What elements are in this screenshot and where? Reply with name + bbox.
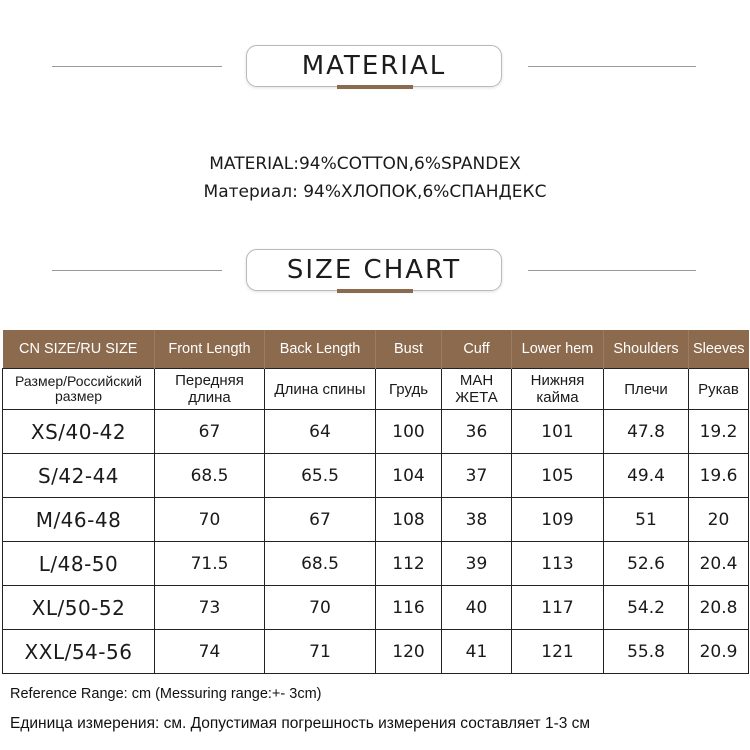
table-row: M/46-48 70 67 108 38 109 51 20 bbox=[2, 497, 749, 542]
column-header: Back Length bbox=[264, 330, 376, 369]
table-cell: 51 bbox=[603, 497, 689, 542]
column-header: Front Length bbox=[154, 330, 265, 369]
table-row: S/42-44 68.5 65.5 104 37 105 49.4 19.6 bbox=[2, 453, 749, 498]
table-cell: 65.5 bbox=[264, 453, 376, 498]
table-cell: 20.9 bbox=[688, 629, 749, 674]
table-cell: 71 bbox=[264, 629, 376, 674]
material-composition: MATERIAL:94%COTTON,6%SPANDEX Материал: 9… bbox=[0, 150, 750, 206]
table-cell: 19.6 bbox=[688, 453, 749, 498]
divider-line bbox=[528, 270, 696, 271]
table-cell: 19.2 bbox=[688, 409, 749, 454]
table-row: XL/50-52 73 70 116 40 117 54.2 20.8 bbox=[2, 585, 749, 630]
table-cell: 20 bbox=[688, 497, 749, 542]
table-cell: 74 bbox=[154, 629, 265, 674]
divider-line bbox=[528, 66, 696, 67]
table-cell: 55.8 bbox=[603, 629, 689, 674]
table-cell: 120 bbox=[375, 629, 442, 674]
section-title-pill: MATERIAL bbox=[246, 45, 502, 87]
table-cell: 39 bbox=[441, 541, 512, 586]
table-cell: 47.8 bbox=[603, 409, 689, 454]
size-chart-section-header: SIZE CHART bbox=[0, 249, 750, 293]
size-cell: S/42-44 bbox=[2, 453, 155, 498]
table-cell: 70 bbox=[264, 585, 376, 630]
section-title: SIZE CHART bbox=[286, 255, 462, 285]
column-header: Cuff bbox=[441, 330, 512, 369]
table-cell: 104 bbox=[375, 453, 442, 498]
table-row: XS/40-42 67 64 100 36 101 47.8 19.2 bbox=[2, 409, 749, 454]
table-cell: 108 bbox=[375, 497, 442, 542]
table-cell: 109 bbox=[511, 497, 604, 542]
reference-range-note: Reference Range: cm (Messuring range:+- … bbox=[10, 686, 322, 702]
table-cell: 20.4 bbox=[688, 541, 749, 586]
ru-column-header: Рукав bbox=[688, 368, 749, 410]
table-header-row: CN SIZE/RU SIZE Front Length Back Length… bbox=[2, 330, 749, 369]
table-cell: 38 bbox=[441, 497, 512, 542]
table-cell: 113 bbox=[511, 541, 604, 586]
size-cell: M/46-48 bbox=[2, 497, 155, 542]
table-cell: 100 bbox=[375, 409, 442, 454]
table-cell: 71.5 bbox=[154, 541, 265, 586]
table-cell: 64 bbox=[264, 409, 376, 454]
table-cell: 20.8 bbox=[688, 585, 749, 630]
table-cell: 112 bbox=[375, 541, 442, 586]
material-line-ru: Материал: 94%ХЛОПОК,6%СПАНДЕКС bbox=[203, 182, 547, 202]
table-cell: 70 bbox=[154, 497, 265, 542]
table-cell: 116 bbox=[375, 585, 442, 630]
ru-column-header: Размер/Российский размер bbox=[2, 368, 155, 410]
russian-header-row: Размер/Российский размер Передняя длина … bbox=[2, 368, 749, 410]
table-cell: 67 bbox=[154, 409, 265, 454]
table-cell: 49.4 bbox=[603, 453, 689, 498]
ru-column-header: МАН ЖЕТА bbox=[441, 368, 512, 410]
ru-column-header: Грудь bbox=[375, 368, 442, 410]
ru-column-header: Плечи bbox=[603, 368, 689, 410]
column-header: CN SIZE/RU SIZE bbox=[2, 330, 155, 369]
table-cell: 105 bbox=[511, 453, 604, 498]
table-cell: 54.2 bbox=[603, 585, 689, 630]
column-header: Shoulders bbox=[603, 330, 689, 369]
material-section-header: MATERIAL bbox=[0, 45, 750, 89]
table-cell: 41 bbox=[441, 629, 512, 674]
table-cell: 52.6 bbox=[603, 541, 689, 586]
size-cell: XXL/54-56 bbox=[2, 629, 155, 674]
table-cell: 40 bbox=[441, 585, 512, 630]
table-row: L/48-50 71.5 68.5 112 39 113 52.6 20.4 bbox=[2, 541, 749, 586]
divider-line bbox=[52, 270, 222, 271]
size-cell: XL/50-52 bbox=[2, 585, 155, 630]
ru-column-header: Нижняя кайма bbox=[511, 368, 604, 410]
ru-column-header: Длина спины bbox=[264, 368, 376, 410]
table-cell: 68.5 bbox=[264, 541, 376, 586]
size-cell: L/48-50 bbox=[2, 541, 155, 586]
material-line-en: MATERIAL:94%COTTON,6%SPANDEX bbox=[209, 154, 521, 174]
size-chart-table: CN SIZE/RU SIZE Front Length Back Length… bbox=[2, 330, 749, 674]
size-cell: XS/40-42 bbox=[2, 409, 155, 454]
table-cell: 68.5 bbox=[154, 453, 265, 498]
ru-column-header: Передняя длина bbox=[154, 368, 265, 410]
table-row: XXL/54-56 74 71 120 41 121 55.8 20.9 bbox=[2, 629, 749, 674]
title-accent-bar bbox=[337, 85, 413, 89]
divider-line bbox=[52, 66, 222, 67]
section-title: MATERIAL bbox=[301, 51, 447, 81]
reference-range-note-ru: Единица измерения: см. Допустимая погреш… bbox=[10, 715, 591, 732]
column-header: Lower hem bbox=[511, 330, 604, 369]
table-cell: 117 bbox=[511, 585, 604, 630]
column-header: Sleeves bbox=[688, 330, 749, 369]
table-cell: 101 bbox=[511, 409, 604, 454]
table-cell: 73 bbox=[154, 585, 265, 630]
title-accent-bar bbox=[337, 289, 413, 293]
table-cell: 37 bbox=[441, 453, 512, 498]
table-cell: 67 bbox=[264, 497, 376, 542]
table-cell: 121 bbox=[511, 629, 604, 674]
column-header: Bust bbox=[375, 330, 442, 369]
table-cell: 36 bbox=[441, 409, 512, 454]
section-title-pill: SIZE CHART bbox=[246, 249, 502, 291]
